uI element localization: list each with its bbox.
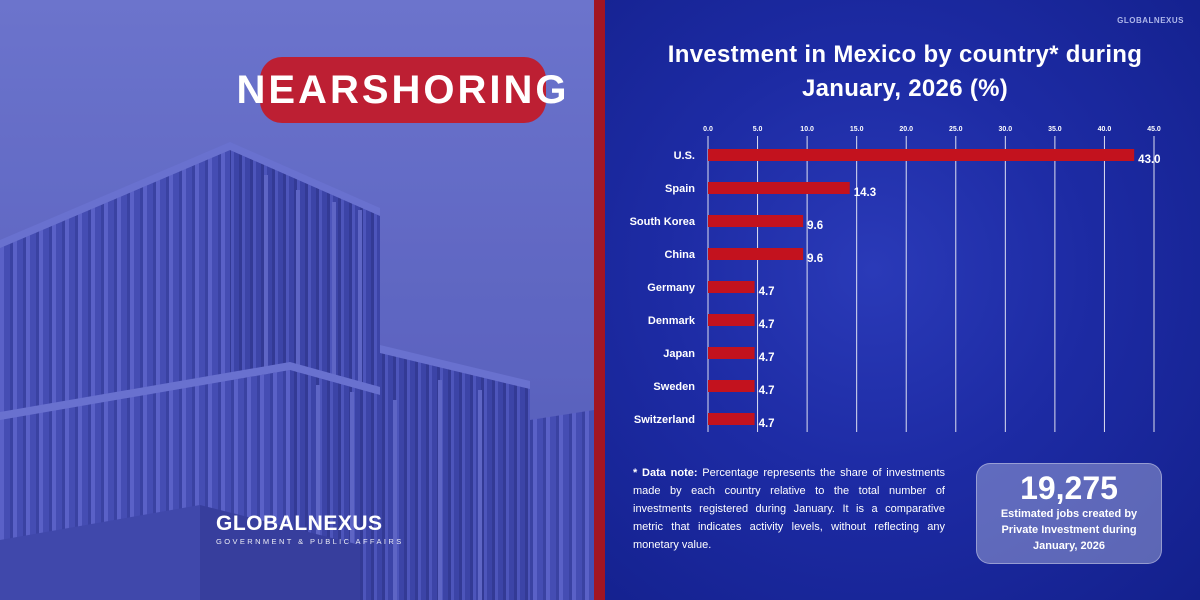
tick-label: 35.0	[1048, 126, 1062, 133]
jobs-number: 19,275	[1020, 470, 1118, 506]
value-label: 4.7	[759, 286, 775, 298]
panel-divider	[594, 0, 605, 600]
jobs-stat-card: 19,275 Estimated jobs created by Private…	[976, 463, 1162, 564]
bar	[708, 215, 804, 227]
category-label: China	[664, 249, 695, 261]
tick-label: 45.0	[1147, 126, 1161, 133]
value-label: 4.7	[759, 352, 775, 364]
tick-label: 20.0	[899, 126, 913, 133]
category-label: Japan	[663, 348, 695, 360]
tick-label: 0.0	[703, 126, 713, 133]
globalnexus-logo: GLOBALNEXUS GOVERNMENT & PUBLIC AFFAIRS	[216, 512, 404, 546]
bar	[708, 149, 1135, 161]
category-label: Spain	[665, 183, 695, 195]
tick-label: 10.0	[800, 126, 814, 133]
tick-label: 40.0	[1098, 126, 1112, 133]
data-note-label: * Data note:	[633, 467, 698, 479]
nearshoring-badge: NEARSHORING	[236, 57, 567, 123]
bar	[708, 182, 850, 194]
jobs-description: Estimated jobs created by Private Invest…	[1000, 508, 1138, 552]
tick-label: 25.0	[949, 126, 963, 133]
value-label: 9.6	[807, 220, 823, 232]
bar	[708, 314, 755, 326]
bar-chart: 0.0 5.0 10.0 15.0 20.0 25.0 30.0 35.0 40.0 45.0 U.…	[630, 126, 1161, 432]
tick-label: 15.0	[850, 126, 864, 133]
bar	[708, 380, 755, 392]
value-label: 9.6	[807, 253, 823, 265]
chart-title: Investment in Mexico by country* during …	[667, 41, 1143, 102]
hero-image-panel: NEARSHORING GLOBALNEXUS GOVERNMENT & PUB…	[0, 0, 594, 600]
value-label: 4.7	[759, 385, 775, 397]
category-label: Switzerland	[634, 414, 695, 426]
value-label: 4.7	[759, 418, 775, 430]
data-note-text: Percentage represents the share of inves…	[633, 467, 945, 551]
value-label: 4.7	[759, 319, 775, 331]
logo-brand: GLOBALNEXUS	[216, 512, 383, 535]
value-label: 14.3	[854, 187, 876, 199]
small-logo: GLOBALNEXUS	[1117, 16, 1184, 25]
chart-panel: GLOBALNEXUS Investment in Mexico by coun…	[605, 0, 1200, 600]
value-label: 43.0	[1138, 154, 1160, 166]
category-label: South Korea	[630, 216, 696, 228]
bar	[708, 413, 755, 425]
bar	[708, 248, 804, 260]
tick-label: 30.0	[999, 126, 1013, 133]
category-label: U.S.	[674, 150, 695, 162]
data-note: * Data note: Percentage represents the s…	[633, 464, 945, 554]
category-label: Germany	[647, 282, 696, 294]
category-label: Denmark	[648, 315, 696, 327]
tick-label: 5.0	[753, 126, 763, 133]
bar	[708, 281, 755, 293]
bar	[708, 347, 755, 359]
category-label: Sweden	[653, 381, 695, 393]
logo-tagline: GOVERNMENT & PUBLIC AFFAIRS	[216, 537, 404, 546]
